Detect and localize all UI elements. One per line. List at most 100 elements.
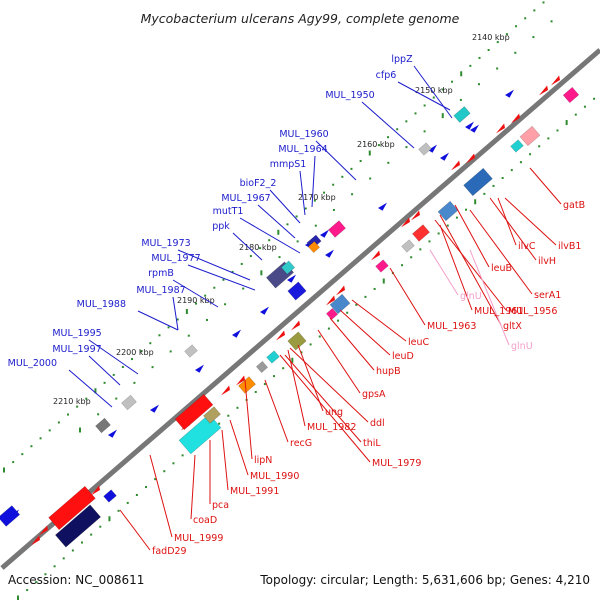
gene-arrow bbox=[320, 229, 329, 238]
gene-label-forward: MUL_1987 bbox=[136, 285, 185, 296]
gene-label-reverse: glnU bbox=[460, 291, 482, 302]
scale-dot bbox=[423, 104, 426, 107]
label-leader bbox=[454, 204, 490, 268]
gene-label-forward: MUL_1973 bbox=[141, 238, 190, 249]
scale-dot bbox=[524, 17, 527, 20]
scale-label: 2160 kbp bbox=[357, 140, 395, 149]
gene-arrow bbox=[411, 210, 420, 221]
scale-dot bbox=[121, 365, 124, 368]
gene-arrow bbox=[470, 124, 479, 133]
gene-block bbox=[510, 139, 524, 153]
gene-arrow bbox=[232, 329, 241, 338]
gene-arrow bbox=[378, 202, 387, 211]
label-leader bbox=[299, 170, 306, 216]
scale-dot bbox=[218, 422, 221, 425]
scale-dot bbox=[478, 83, 481, 86]
scale-dot bbox=[172, 462, 175, 465]
scale-dot bbox=[496, 67, 499, 70]
scale-dot bbox=[140, 350, 143, 353]
scale-dot bbox=[423, 130, 426, 133]
scale-dot bbox=[67, 413, 70, 416]
scale-dot bbox=[204, 294, 207, 297]
label-leader bbox=[284, 354, 362, 443]
gene-label-forward: bioF2_2 bbox=[240, 178, 277, 189]
scale-dot bbox=[318, 335, 321, 338]
scale-dot bbox=[103, 381, 106, 384]
gene-label-forward: MUL_1977 bbox=[151, 253, 200, 264]
scale-dot bbox=[483, 192, 486, 195]
label-leader bbox=[257, 204, 296, 239]
scale-dot bbox=[115, 397, 118, 400]
scale-dot bbox=[514, 51, 517, 54]
gene-arrow bbox=[440, 152, 449, 161]
gene-block bbox=[55, 504, 101, 548]
scale-labels: 2140 kbp 2150 kbp 2160 kbp 2170 kbp 2180 kbp… bbox=[53, 33, 510, 406]
scale-dot bbox=[85, 397, 88, 400]
gene-block bbox=[519, 125, 541, 147]
scale-dot bbox=[465, 208, 468, 211]
scale-dot bbox=[48, 429, 51, 432]
scale-dot bbox=[574, 113, 577, 116]
gene-arrow bbox=[91, 485, 100, 496]
scale-dot bbox=[332, 183, 335, 186]
scale-dot bbox=[441, 88, 444, 91]
scale-dot bbox=[405, 120, 408, 123]
gene-label-reverse: recG bbox=[290, 438, 312, 449]
scale-dot bbox=[300, 351, 303, 354]
gene-arrow bbox=[291, 320, 300, 331]
scale-dot bbox=[135, 493, 138, 496]
scale-dot bbox=[167, 326, 170, 329]
gene-features bbox=[0, 75, 580, 548]
scale-dot bbox=[205, 318, 208, 321]
scale-dot bbox=[240, 262, 243, 265]
gene-arrow bbox=[539, 85, 548, 96]
scale-dot bbox=[529, 153, 532, 156]
gene-block bbox=[0, 505, 21, 527]
scale-dot bbox=[117, 509, 120, 512]
scale-dot bbox=[236, 406, 239, 409]
label-leader bbox=[504, 197, 557, 246]
scale-dot bbox=[227, 414, 230, 417]
gene-arrow bbox=[325, 249, 334, 258]
scale-dot bbox=[533, 9, 536, 12]
scale-dot bbox=[133, 381, 136, 384]
scale-dot bbox=[419, 248, 422, 251]
gene-label-reverse: thiL bbox=[363, 438, 381, 449]
label-leader bbox=[264, 379, 289, 443]
gene-label-reverse: MUL_1999 bbox=[174, 533, 223, 544]
gene-block bbox=[48, 485, 96, 531]
gene-arrow bbox=[287, 274, 296, 283]
label-leader bbox=[88, 339, 139, 375]
scale-dot bbox=[62, 557, 65, 560]
gene-arrow bbox=[371, 250, 380, 261]
gene-block bbox=[463, 167, 493, 197]
scale-dot bbox=[30, 445, 33, 448]
scale-dot bbox=[163, 470, 166, 473]
gene-arrow bbox=[496, 123, 505, 134]
gene-label-reverse: lipN bbox=[254, 455, 272, 466]
scale-dot bbox=[593, 97, 596, 100]
scale-dot bbox=[12, 461, 15, 464]
gene-block bbox=[280, 260, 296, 275]
scale-dot bbox=[181, 454, 184, 457]
label-leader bbox=[361, 101, 415, 149]
label-leader bbox=[389, 267, 426, 326]
map-title: Mycobacterium ulcerans Agy99, complete g… bbox=[141, 11, 460, 26]
scale-dot bbox=[242, 287, 245, 290]
gene-label-reverse: ilvC bbox=[518, 241, 536, 252]
gene-label-forward: MUL_1997 bbox=[52, 344, 101, 355]
scale-label: 2200 kbp bbox=[116, 348, 154, 357]
gene-block bbox=[256, 361, 268, 373]
scale-dot bbox=[478, 56, 481, 59]
gene-label-forward: MUL_1967 bbox=[221, 193, 270, 204]
scale-dot bbox=[428, 240, 431, 243]
gene-block bbox=[329, 293, 351, 315]
gene-label-reverse: gltX bbox=[503, 321, 522, 332]
scale-dot bbox=[21, 453, 24, 456]
scale-dot bbox=[369, 177, 372, 180]
scale-dot bbox=[405, 146, 408, 149]
scale-label: 2180 kbp bbox=[239, 243, 277, 252]
gene-label-forward: mutT1 bbox=[213, 206, 244, 217]
label-leader bbox=[311, 155, 316, 208]
scale-dot bbox=[213, 286, 216, 289]
